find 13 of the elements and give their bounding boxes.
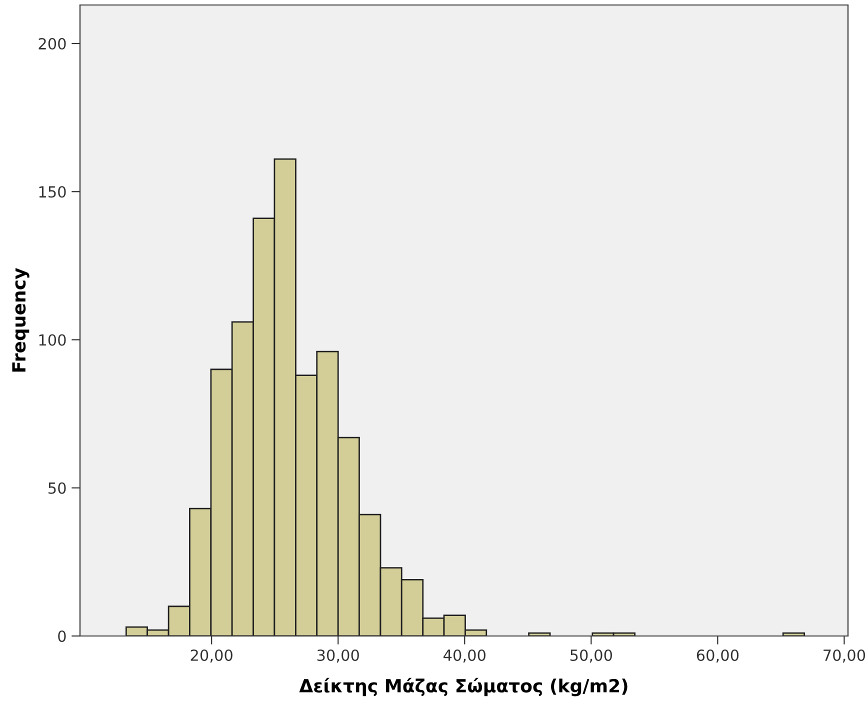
y-tick-label: 200 <box>38 38 66 50</box>
y-tick-label: 50 <box>48 482 66 494</box>
x-tick-label: 20,00 <box>190 649 232 663</box>
x-tick-label: 60,00 <box>696 649 739 663</box>
x-tick-label: 70,00 <box>824 649 866 663</box>
y-tick-label: 0 <box>58 630 66 642</box>
y-axis-title: Frequency <box>12 268 30 372</box>
x-tick-label: 50,00 <box>570 649 612 663</box>
x-tick-label: 40,00 <box>444 649 486 663</box>
y-tick-label: 150 <box>39 186 66 198</box>
x-axis-title: Δείκτης Μάζας Σώματος (kg/m2) <box>299 678 628 696</box>
y-tick-label: 100 <box>39 334 66 346</box>
x-tick-label: 30,00 <box>317 649 359 663</box>
